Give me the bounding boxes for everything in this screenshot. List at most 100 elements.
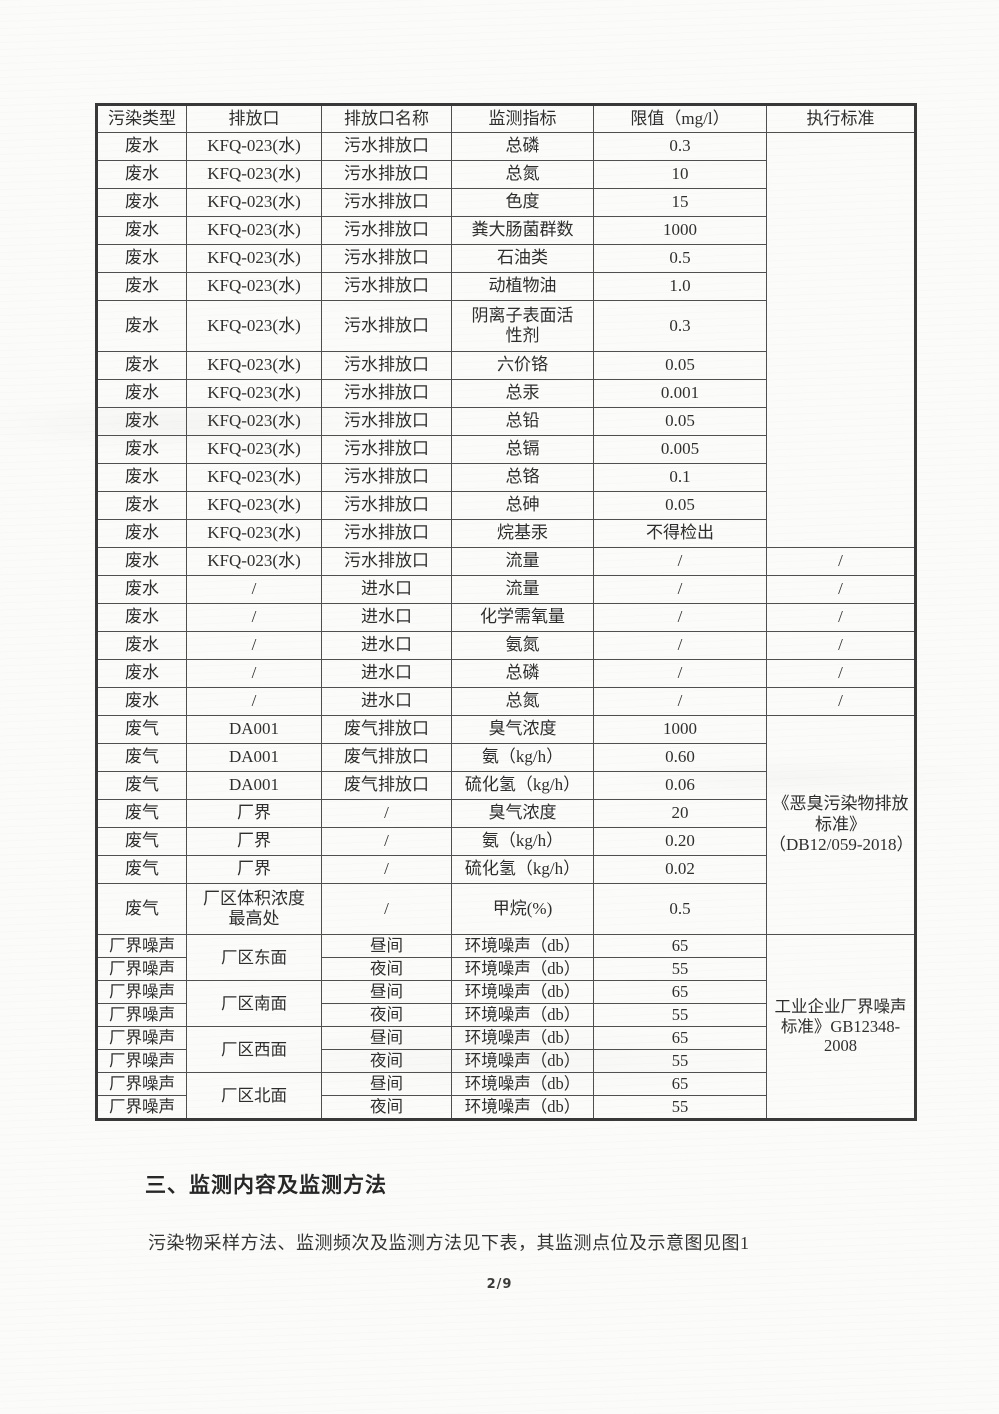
table-cell: 硫化氢（kg/h） [451,771,594,800]
table-cell: 流量 [451,547,594,576]
table-row: 厂界噪声 厂区西面 昼间 环境噪声（db） 65 [96,1026,916,1073]
table-row: 废水 KFQ-023(水) 污水排放口 动植物油 1.0 [96,272,916,301]
table-cell: KFQ-023(水) [186,132,322,161]
table-cell: 废水 [96,407,187,436]
table-cell: 进水口 [321,631,452,660]
table-cell: KFQ-023(水) [186,300,322,352]
table-cell: KFQ-023(水) [186,216,322,245]
column-header: 污染类型 [96,104,187,133]
table-cell: 污水排放口 [321,491,452,520]
table-cell: 厂界噪声 [96,1026,187,1050]
table-cell: KFQ-023(水) [186,244,322,273]
table-cell: 0.3 [593,132,767,161]
table-cell: 化学需氧量 [451,603,594,632]
table-row: 废气 DA001 废气排放口 臭气浓度 1000 《恶臭污染物排放 标准》 （DB12/0… [96,715,916,935]
table-cell: / [766,659,916,688]
table-cell: 环境噪声（db） [451,980,594,1004]
table-cell: DA001 [186,743,322,772]
monitoring-limits-table-container: 污染类型 排放口 排放口名称 监测指标 限值（mg/l） 执行标准 废水 KFQ-023(水… [95,103,917,1121]
table-cell: 夜间 [321,1003,452,1027]
table-cell: KFQ-023(水) [186,519,322,548]
table-cell: / [321,827,452,856]
table-cell: 昼间 [321,980,452,1004]
table-cell: 厂界 [186,827,322,856]
table-cell: 55 [593,957,767,981]
table-cell: 废水 [96,547,187,576]
table-cell: 六价铬 [451,351,594,380]
monitoring-limits-table: 污染类型 排放口 排放口名称 监测指标 限值（mg/l） 执行标准 废水 KFQ-023(水… [95,103,917,1121]
table-cell: / [593,603,767,632]
table-cell: 0.20 [593,827,767,856]
table-cell: 0.5 [593,244,767,273]
table-cell: / [186,631,322,660]
table-cell: KFQ-023(水) [186,188,322,217]
table-cell: 污水排放口 [321,379,452,408]
table-cell: DA001 [186,771,322,800]
table-row: 厂界噪声 厂区东面 昼间 环境噪声（db） 65 工业企业厂界噪声 标准》GB12348-… [96,934,916,1120]
table-cell: 65 [593,980,767,1004]
table-cell: 昼间 [321,1072,452,1096]
table-cell: 污水排放口 [321,160,452,189]
table-cell: / [593,575,767,604]
table-cell: / [321,799,452,828]
table-row: 废水 KFQ-023(水) 污水排放口 总氮 10 [96,160,916,189]
table-cell: 0.5 [593,883,767,935]
header-row: 污染类型 排放口 排放口名称 监测指标 限值（mg/l） 执行标准 [96,104,916,133]
table-cell: 废水 [96,435,187,464]
table-cell: 废气 [96,855,187,884]
table-head: 污染类型 排放口 排放口名称 监测指标 限值（mg/l） 执行标准 [96,104,916,133]
table-cell: KFQ-023(水) [186,160,322,189]
table-cell: 废水 [96,491,187,520]
page-number: 2/9 [486,1277,513,1292]
table-cell: / [186,687,322,716]
table-cell: 废气排放口 [321,743,452,772]
table-cell: KFQ-023(水) [186,491,322,520]
table-cell: 不得检出 [593,519,767,548]
table-cell: 厂界 [186,799,322,828]
table-cell: 废水 [96,188,187,217]
table-cell: 厂界 [186,855,322,884]
table-row: 废水 / 进水口 流量 / / [96,575,916,604]
table-cell: 总铅 [451,407,594,436]
table-row: 厂界噪声 夜间 环境噪声（db） 55 [96,957,916,981]
table-cell: 厂界噪声 [96,1072,187,1096]
table-body: 废水 KFQ-023(水) 污水排放口 总磷 0.3 废水 KFQ-023(水) 污水排放口总… [96,132,916,1120]
table-cell: 55 [593,1095,767,1120]
table-cell: 总铬 [451,463,594,492]
table-cell: 0.60 [593,743,767,772]
table-cell: KFQ-023(水) [186,463,322,492]
table-cell: 厂界噪声 [96,957,187,981]
table-cell: 55 [593,1003,767,1027]
table-cell: 污水排放口 [321,188,452,217]
table-cell: 氨（kg/h） [451,827,594,856]
table-cell: 20 [593,799,767,828]
table-cell: 污水排放口 [321,435,452,464]
table-cell: DA001 [186,715,322,744]
table-row: 废水 KFQ-023(水) 污水排放口 流量 / / [96,547,916,576]
table-row: 废水 KFQ-023(水) 污水排放口 色度 15 [96,188,916,217]
table-cell: 0.3 [593,300,767,352]
table-cell: 阴离子表面活 性剂 [451,300,594,352]
table-cell: 环境噪声（db） [451,1072,594,1096]
table-cell: 总汞 [451,379,594,408]
table-cell: 10 [593,160,767,189]
table-cell: 废水 [96,603,187,632]
table-cell: 污水排放口 [321,132,452,161]
table-cell: 1.0 [593,272,767,301]
table-cell: 污水排放口 [321,300,452,352]
table-cell: 进水口 [321,687,452,716]
table-cell: / [593,547,767,576]
table-cell: 环境噪声（db） [451,1095,594,1120]
table-cell: 氨氮 [451,631,594,660]
table-cell: / [186,659,322,688]
table-cell: 厂界噪声 [96,1003,187,1027]
table-cell: 昼间 [321,1026,452,1050]
table-cell: / [593,687,767,716]
column-header: 监测指标 [451,104,594,133]
table-cell: KFQ-023(水) [186,547,322,576]
table-cell: 进水口 [321,603,452,632]
table-cell: / [321,883,452,935]
table-cell: 总磷 [451,132,594,161]
table-row: 废水 KFQ-023(水) 污水排放口 烷基汞 不得检出 [96,519,916,548]
table-cell: 石油类 [451,244,594,273]
